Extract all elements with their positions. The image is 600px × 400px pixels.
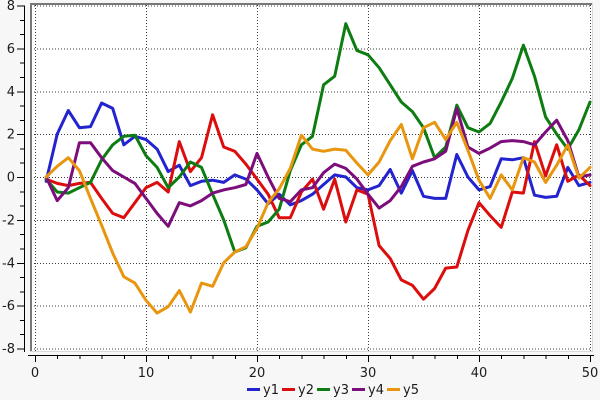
legend-label-y1: y1 (263, 383, 279, 398)
y-tick-label: -8 (2, 342, 15, 357)
axes (17, 5, 594, 362)
legend-label-y2: y2 (298, 383, 314, 398)
x-tick-label: 30 (360, 366, 377, 381)
y-tick-label: 8 (7, 0, 15, 14)
y-tick-labels: -8 -6 -4 -2 0 2 4 6 8 (2, 0, 15, 357)
legend-item-y1: y1 (247, 383, 279, 398)
legend-item-y2: y2 (282, 383, 314, 398)
series-y4-line (44, 106, 592, 228)
y-tick-label: -2 (2, 213, 15, 228)
legend: y1 y2 y3 y4 y5 (247, 383, 419, 398)
x-tick-label: 40 (471, 366, 488, 381)
x-tick-label: 0 (31, 366, 39, 381)
y-tick-label: -4 (2, 256, 15, 271)
x-tick-label: 20 (249, 366, 266, 381)
legend-label-y4: y4 (368, 383, 384, 398)
legend-label-y3: y3 (333, 383, 349, 398)
series-y2-line (44, 113, 592, 301)
y-tick-label: -6 (2, 299, 15, 314)
canvas-border (30, 3, 593, 352)
legend-item-y3: y3 (317, 383, 349, 398)
legend-label-y5: y5 (403, 383, 419, 398)
y-tick-label: 2 (7, 128, 15, 143)
x-tick-labels: 0 10 20 30 40 50 (31, 366, 598, 381)
x-tick-label: 10 (138, 366, 155, 381)
y-tick-label: 6 (7, 42, 15, 57)
y-tick-label: 0 (7, 171, 15, 186)
y-tick-label: 4 (7, 85, 15, 100)
series-y5-line (44, 120, 592, 315)
legend-item-y4: y4 (352, 383, 384, 398)
legend-item-y5: y5 (387, 383, 419, 398)
x-tick-label: 50 (582, 366, 599, 381)
series-y3-line (44, 22, 592, 254)
